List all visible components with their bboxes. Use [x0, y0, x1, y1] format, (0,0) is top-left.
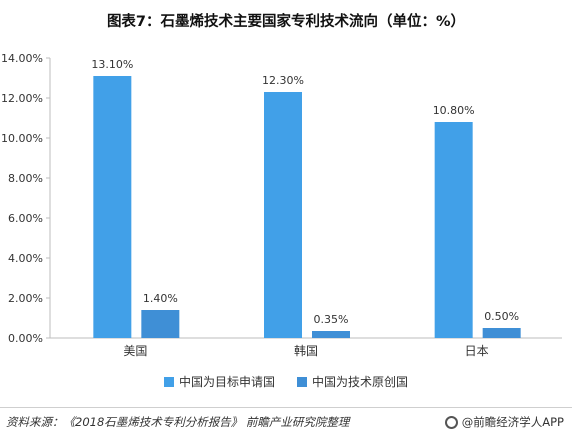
x-axis: 美国 韩国 日本: [50, 337, 562, 358]
bar-label: 13.10%: [91, 58, 133, 71]
x-tick-label: 美国: [123, 344, 147, 358]
bar-chart: 0.00% 2.00% 4.00% 6.00% 8.00% 10.00% 12.00% 14.…: [1, 52, 562, 358]
bar-label: 0.35%: [314, 313, 349, 326]
bar: [434, 122, 473, 338]
legend-item: 中国为目标申请国: [163, 373, 275, 390]
legend-swatch: [297, 376, 307, 387]
bar-labels: 13.10% 1.40% 12.30% 0.35% 10.80% 0.50%: [91, 58, 519, 326]
bars: [93, 76, 521, 338]
brand-logo-icon: [444, 415, 458, 429]
x-tick-label: 日本: [465, 344, 489, 358]
bar: [482, 328, 521, 338]
bar-label: 10.80%: [433, 104, 475, 117]
legend-label: 中国为目标申请国: [178, 375, 275, 389]
brand: @前瞻经济学人APP: [444, 414, 564, 430]
bar-label: 1.40%: [143, 292, 178, 305]
brand-text: @前瞻经济学人APP: [461, 415, 564, 429]
bar: [141, 310, 180, 338]
y-tick-label: 6.00%: [8, 212, 43, 225]
bar: [264, 92, 302, 338]
source-bar: 资料来源：《2018石墨烯技术专利分析报告》 前瞻产业研究院整理 @前瞻经济学人…: [0, 407, 572, 437]
legend-label: 中国为技术原创国: [312, 375, 409, 389]
bar: [93, 76, 132, 338]
y-tick-label: 14.00%: [1, 52, 43, 65]
x-tick-label: 韩国: [294, 343, 318, 358]
source-text: 资料来源：《2018石墨烯技术专利分析报告》 前瞻产业研究院整理: [6, 415, 350, 429]
legend: 中国为目标申请国 中国为技术原创国: [0, 373, 572, 390]
bar-label: 12.30%: [262, 74, 304, 87]
y-tick-label: 4.00%: [8, 252, 43, 265]
chart-title: 图表7：石墨烯技术主要国家专利技术流向（单位：%）: [106, 14, 466, 30]
y-tick-label: 0.00%: [8, 332, 43, 345]
y-tick-label: 10.00%: [1, 132, 43, 145]
legend-item: 中国为技术原创国: [297, 373, 408, 390]
bar-label: 0.50%: [484, 310, 519, 323]
bar: [312, 331, 350, 338]
y-tick-label: 2.00%: [8, 292, 43, 305]
legend-swatch: [163, 376, 174, 387]
y-tick-label: 8.00%: [8, 172, 43, 185]
y-tick-label: 12.00%: [1, 92, 43, 105]
y-axis: 0.00% 2.00% 4.00% 6.00% 8.00% 10.00% 12.00% 14.…: [1, 52, 51, 345]
